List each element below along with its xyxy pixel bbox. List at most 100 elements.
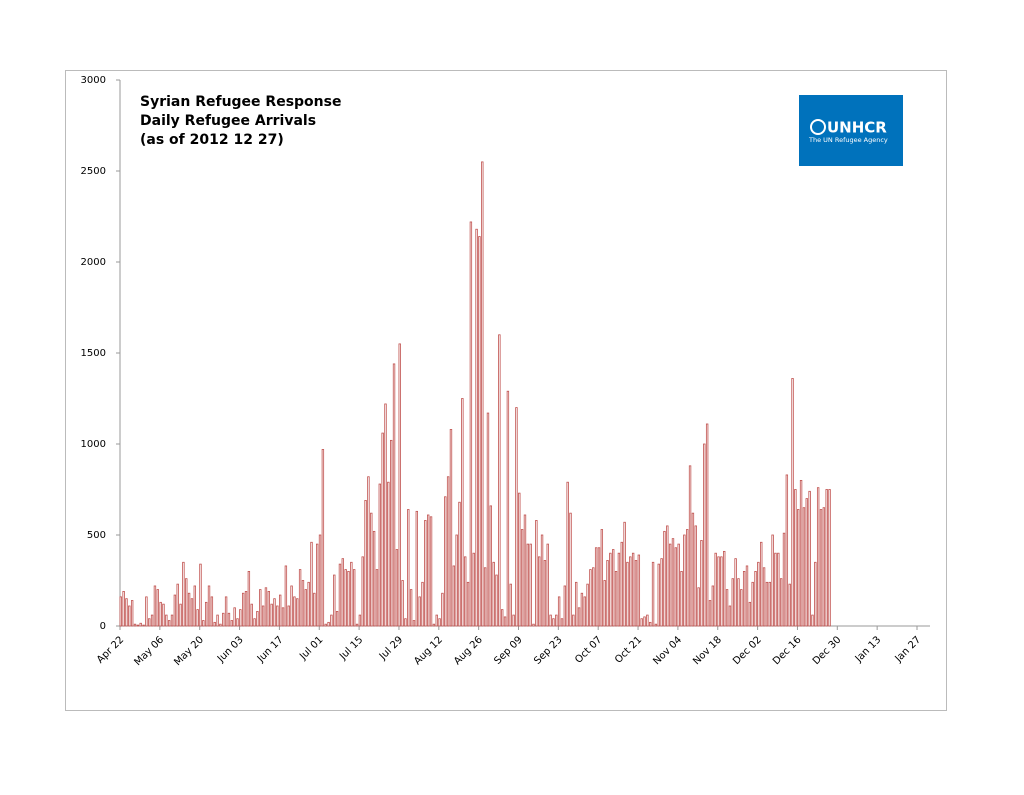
bar	[651, 561, 655, 627]
bar	[199, 563, 202, 627]
bar	[606, 560, 609, 627]
bar	[364, 500, 367, 627]
bar	[187, 592, 191, 627]
bar	[250, 603, 253, 627]
bar	[700, 540, 703, 627]
bar	[560, 618, 564, 627]
bar	[441, 592, 444, 627]
bar	[506, 390, 510, 627]
bar	[375, 569, 379, 627]
bar	[811, 614, 814, 627]
bar	[575, 581, 578, 627]
logo-name: UNHCR	[827, 119, 887, 137]
bar	[637, 554, 641, 627]
bar	[734, 558, 737, 627]
bar	[429, 516, 433, 627]
bar	[802, 507, 806, 627]
bar	[446, 476, 450, 627]
bar	[150, 614, 154, 627]
bar	[455, 534, 458, 627]
bar	[207, 585, 211, 627]
bar	[347, 571, 350, 627]
bar	[714, 552, 717, 627]
bar	[256, 611, 259, 627]
bar	[384, 403, 387, 627]
bar	[222, 612, 225, 627]
bar	[130, 600, 134, 627]
bar	[461, 398, 464, 627]
bar	[307, 581, 310, 627]
bar	[267, 591, 270, 627]
bar	[663, 530, 666, 627]
bar	[353, 569, 356, 627]
bar	[751, 581, 754, 627]
bar	[227, 612, 231, 627]
bar	[785, 474, 789, 627]
bar	[318, 534, 322, 627]
bar	[711, 585, 715, 627]
bar	[705, 423, 709, 627]
bar	[495, 574, 498, 627]
bar	[142, 624, 145, 627]
bar	[418, 596, 421, 627]
bar	[825, 489, 828, 627]
chart-title: Syrian Refugee Response	[140, 94, 341, 110]
y-tick-label: 0	[100, 621, 106, 632]
bar	[224, 596, 228, 627]
bar	[478, 236, 481, 627]
bar	[768, 581, 771, 627]
bar	[449, 429, 453, 627]
bar	[125, 598, 128, 627]
bar	[529, 543, 532, 627]
bar	[133, 623, 137, 627]
bar	[614, 571, 618, 627]
bar	[686, 529, 689, 627]
bar	[640, 618, 643, 627]
bar	[148, 618, 151, 627]
bar	[213, 621, 216, 627]
bar	[196, 609, 199, 627]
bar	[501, 609, 504, 627]
bar	[264, 587, 268, 627]
bar	[284, 565, 288, 627]
bar	[731, 578, 734, 627]
logo: UNHCR The UN Refugee Agency	[799, 95, 903, 166]
bar	[136, 624, 140, 627]
bar	[808, 490, 811, 627]
bar	[538, 556, 541, 627]
bar	[324, 623, 327, 627]
bar	[361, 556, 364, 627]
bar	[634, 560, 638, 627]
bar	[674, 547, 678, 627]
bar	[298, 569, 302, 627]
bar	[236, 618, 239, 627]
bar	[580, 592, 584, 627]
bar	[204, 601, 208, 627]
bar	[822, 507, 826, 627]
y-tick-label: 2000	[81, 257, 106, 268]
bar	[489, 505, 493, 627]
bar	[680, 571, 683, 627]
bar	[355, 623, 359, 627]
bar	[281, 607, 285, 627]
bar	[569, 512, 572, 627]
bar	[708, 600, 712, 627]
bar	[259, 589, 262, 627]
bar	[483, 567, 487, 627]
bar	[555, 614, 558, 627]
bar	[310, 541, 313, 627]
bar	[540, 534, 544, 627]
bar	[458, 501, 461, 627]
bar	[145, 596, 148, 627]
bar	[270, 603, 273, 627]
bar	[387, 481, 390, 627]
bar	[321, 449, 325, 627]
bar	[247, 571, 251, 627]
bar	[742, 571, 746, 627]
bar	[401, 580, 404, 627]
bar	[745, 565, 749, 627]
bar	[241, 592, 245, 627]
bar	[313, 592, 316, 627]
bar	[412, 620, 416, 627]
bar	[128, 605, 131, 627]
